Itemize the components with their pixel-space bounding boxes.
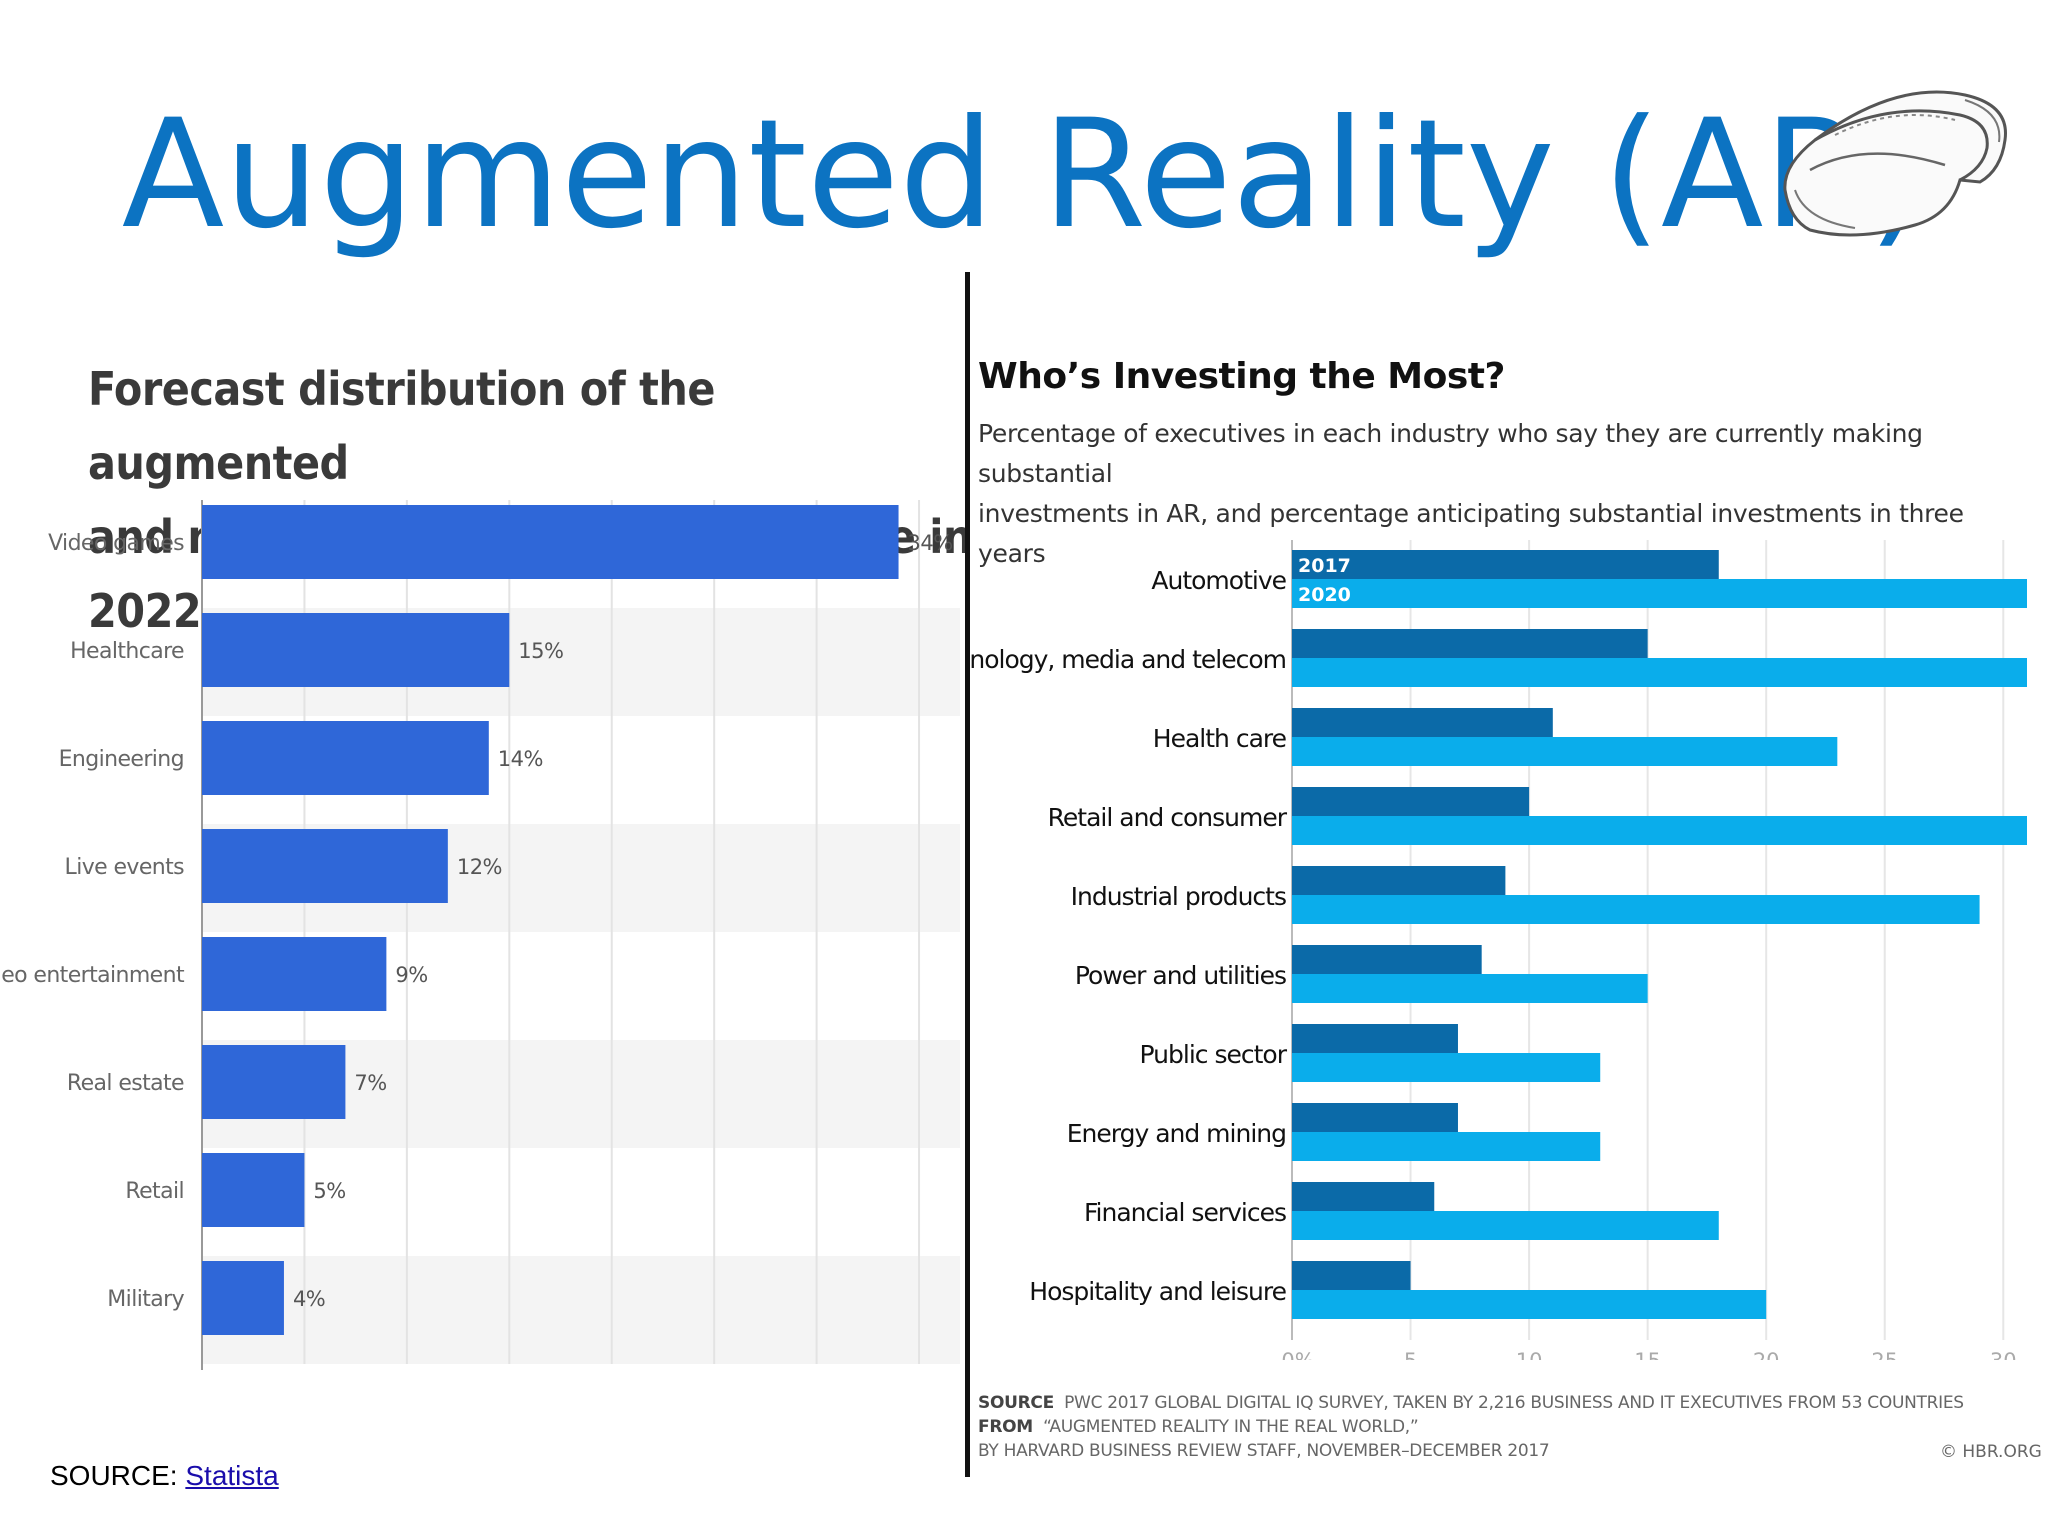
- left-chart-title-line1: Forecast distribution of the augmented: [88, 362, 715, 490]
- category-label: Hospitality and leisure: [1029, 1277, 1286, 1306]
- bar-2020: [1292, 579, 2027, 608]
- value-label: 7%: [354, 1071, 386, 1095]
- bar-live-events: [202, 829, 448, 903]
- bar-2017: [1292, 550, 1719, 579]
- bar-2017: [1292, 1182, 1435, 1211]
- bar-2020: [1292, 895, 1980, 924]
- right-from-text: “AUGMENTED REALITY IN THE REAL WORLD,”: [1043, 1417, 1419, 1437]
- bar-2020: [1292, 658, 2027, 687]
- bar-healthcare: [202, 613, 510, 687]
- bar-real-estate: [202, 1045, 346, 1119]
- slide-title: Augmented Reality (AR): [121, 88, 1927, 262]
- x-tick-label: 30: [1990, 1349, 2017, 1360]
- bar-2017: [1292, 708, 1553, 737]
- value-label: 4%: [293, 1287, 325, 1311]
- category-label: Health care: [1153, 724, 1287, 753]
- legend-2017: 2017: [1298, 555, 1351, 577]
- category-label: Engineering: [59, 747, 184, 772]
- category-label: Technology, media and telecom: [970, 645, 1286, 674]
- category-label: Financial services: [1084, 1198, 1286, 1227]
- right-from-line: FROM “AUGMENTED REALITY IN THE REAL WORL…: [978, 1417, 1419, 1437]
- category-label: Energy and mining: [1067, 1119, 1286, 1148]
- value-label: 12%: [457, 855, 502, 879]
- category-label: Industrial products: [1071, 882, 1286, 911]
- category-label: Automotive: [1151, 566, 1286, 595]
- value-label: 15%: [518, 639, 563, 663]
- x-tick-label: 5: [1404, 1349, 1417, 1360]
- x-tick-label: 0%: [1281, 1349, 1314, 1360]
- source-link-statista[interactable]: Statista: [185, 1460, 279, 1491]
- bar-2017: [1292, 1261, 1411, 1290]
- left-bar-chart: Video games 34% Healthcare 15% Engineering 14…: [0, 500, 960, 1370]
- bar-2020: [1292, 816, 2027, 845]
- category-label: Video games: [48, 531, 184, 556]
- bar-military: [202, 1261, 284, 1335]
- bar-2020: [1292, 1290, 1767, 1319]
- right-chart-subtitle-line2: investments in AR, and percentage antici…: [978, 499, 1964, 568]
- bar-video-games: [202, 505, 899, 579]
- bar-engineering: [202, 721, 489, 795]
- x-tick-label: 20: [1753, 1349, 1780, 1360]
- category-label: Video entertainment: [0, 963, 185, 988]
- category-label: Power and utilities: [1075, 961, 1286, 990]
- value-label: 9%: [395, 963, 427, 987]
- bar-2020: [1292, 1053, 1601, 1082]
- bar-2017: [1292, 1103, 1458, 1132]
- bar-2020: [1292, 1211, 1719, 1240]
- value-label: 5%: [313, 1179, 345, 1203]
- category-label: Healthcare: [70, 639, 184, 664]
- bar-2017: [1292, 1024, 1458, 1053]
- right-from-label: FROM: [978, 1417, 1033, 1437]
- legend-2020: 2020: [1298, 584, 1351, 606]
- x-tick-label: 25: [1871, 1349, 1898, 1360]
- row-band: [202, 1256, 960, 1364]
- bar-2017: [1292, 945, 1482, 974]
- right-chart-subtitle-line1: Percentage of executives in each industr…: [978, 419, 1923, 488]
- category-label: Real estate: [67, 1071, 184, 1096]
- value-label: 34%: [908, 531, 953, 555]
- bar-2017: [1292, 866, 1506, 895]
- right-chart-subtitle: Percentage of executives in each industr…: [978, 414, 2038, 574]
- bar-2017: [1292, 787, 1530, 816]
- bar-2017: [1292, 629, 1648, 658]
- bar-retail: [202, 1153, 305, 1227]
- category-label: Retail and consumer: [1048, 803, 1288, 832]
- category-label: Live events: [65, 855, 185, 880]
- right-source-line: SOURCE PWC 2017 GLOBAL DIGITAL IQ SURVEY…: [978, 1393, 1964, 1413]
- value-label: 14%: [498, 747, 543, 771]
- category-label: Retail: [125, 1179, 184, 1204]
- category-label: Military: [107, 1287, 184, 1312]
- slide-source: SOURCE: Statista: [50, 1460, 279, 1492]
- x-tick-label: 10: [1516, 1349, 1543, 1360]
- bar-2020: [1292, 737, 1838, 766]
- right-byline: BY HARVARD BUSINESS REVIEW STAFF, NOVEMB…: [978, 1441, 1550, 1461]
- ar-headset-sketch-icon: [1783, 90, 2007, 237]
- hbr-credit: © HBR.ORG: [1940, 1442, 2042, 1462]
- bar-2020: [1292, 1132, 1601, 1161]
- center-divider: [965, 272, 970, 1477]
- bar-video-entertainment: [202, 937, 387, 1011]
- x-tick-label: 15: [1634, 1349, 1661, 1360]
- source-label: SOURCE:: [50, 1460, 178, 1491]
- right-source-text: PWC 2017 GLOBAL DIGITAL IQ SURVEY, TAKEN…: [1064, 1393, 1964, 1413]
- bar-2020: [1292, 974, 1648, 1003]
- right-bar-chart: Automotive 2017 2020 Technology, media and …: [970, 540, 2027, 1360]
- category-label: Public sector: [1140, 1040, 1288, 1069]
- right-chart-title: Who’s Investing the Most?: [978, 356, 1505, 397]
- right-source-label: SOURCE: [978, 1393, 1054, 1413]
